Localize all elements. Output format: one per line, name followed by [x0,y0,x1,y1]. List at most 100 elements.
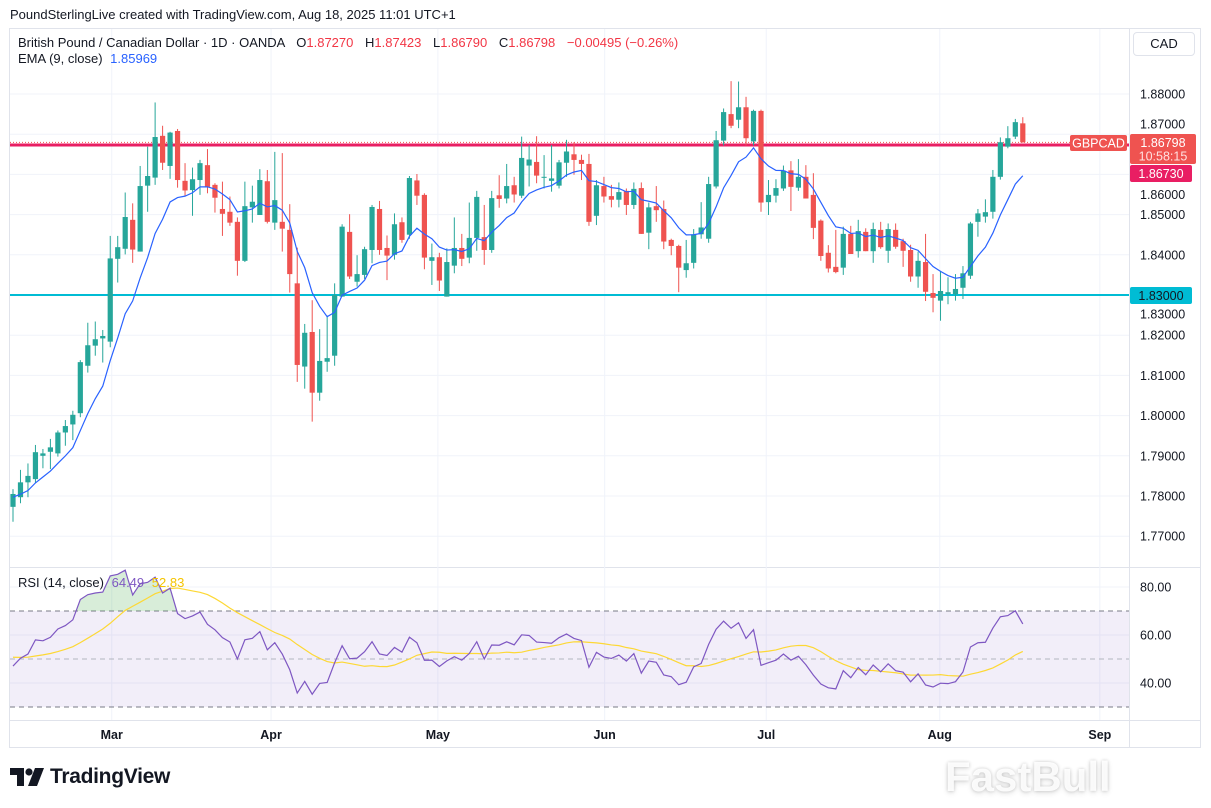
candle-down [160,135,166,163]
candle-down [638,188,644,234]
open-value: 1.87270 [306,35,354,50]
candle-up [429,257,435,261]
time-axis[interactable]: Mar Apr May Jun Jul Aug Sep [101,728,1112,742]
candle-down [728,114,734,126]
candle-up [32,452,39,480]
last-price-tag: 1.86798 [1140,136,1185,150]
price-tick-label: 1.81000 [1140,369,1185,383]
high-label: H [365,35,375,50]
candle-up [631,188,637,205]
candle-up [339,226,345,297]
rsi-tick-label: 80.00 [1140,581,1171,595]
candle-up [967,223,974,276]
rsi-ma-value: 52.83 [151,575,185,590]
candle-up [145,176,151,186]
bar-countdown: 10:58:15 [1139,150,1188,164]
price-tick-label: 1.83000 [1140,308,1185,322]
candle-up [646,207,652,233]
price-tick-label: 1.80000 [1140,409,1185,423]
time-tick-label: Mar [101,728,123,742]
candle-down [922,262,929,292]
cyan-line-tag: 1.83000 [1138,289,1183,303]
candle-down [294,283,300,365]
candle-down [1020,123,1026,143]
candle-down [930,292,936,298]
candle-up [937,290,944,301]
time-tick-label: Aug [928,728,952,742]
candle-up [332,295,338,356]
rsi-pane [10,569,1129,708]
last-price-tag-bg [1130,134,1196,164]
candle-down [586,163,592,222]
price-tick-label: 1.84000 [1140,248,1185,262]
candle-down [900,241,906,251]
candle-down [287,229,293,275]
candle-down [848,233,854,254]
candle-up [189,179,196,191]
candle-up [504,186,510,199]
ema-value: 1.85969 [110,51,158,66]
candle-down [668,239,674,246]
candle-down [219,208,226,214]
candle-up [960,273,966,288]
symbol-title[interactable]: British Pound / Canadian Dollar · 1D · O… [18,35,285,50]
candle-down [414,180,420,196]
price-tick-label: 1.78000 [1140,490,1185,504]
price-tick-label: 1.86000 [1140,188,1185,202]
candle-down [810,194,816,228]
tradingview-logo-icon [10,768,44,786]
candle-up [354,274,360,282]
candle-up [249,201,255,208]
candle-up [70,414,76,425]
rsi-value: 64.49 [111,575,145,590]
tradingview-logo-text: TradingView [50,765,171,788]
candle-up [122,217,128,249]
symbol-legend: British Pound / Canadian Dollar · 1D · O… [18,35,678,50]
candle-up [361,249,368,275]
price-tick-label: 1.77000 [1140,530,1185,544]
candle-up [593,185,600,216]
candle-up [750,110,757,142]
ema-polyline [12,146,1024,498]
candle-down [182,180,188,191]
candle-up [541,176,547,178]
tradingview-logo[interactable]: TradingView [10,765,170,789]
candle-down [908,249,914,277]
candle-down [376,208,383,250]
ema-label[interactable]: EMA (9, close) [18,51,103,66]
candle-up [85,345,91,366]
candle-down [511,185,517,195]
time-tick-label: May [426,728,450,742]
candle-down [571,154,577,160]
price-axis[interactable]: 1.88000 1.87000 1.86000 1.85000 1.84000 1.830… [1140,88,1185,691]
candle-up [713,140,719,187]
rsi-overbought-fill [13,570,1023,611]
chart-caption: PoundSterlingLive created with TradingVi… [10,7,456,22]
open-label: O [296,35,307,50]
candle-up [997,142,1003,177]
candle-up [40,453,46,456]
time-tick-label: Jul [757,728,775,742]
candle-up [257,180,263,216]
candle-down [459,247,465,259]
currency-button[interactable]: CAD [1133,32,1195,56]
candle-up [840,233,846,268]
candle-up [17,482,24,498]
rsi-line [12,569,1024,696]
candle-up [691,234,697,263]
candle-down [803,176,809,199]
candle-down [818,220,824,257]
symbol-tag: GBPCAD [1072,137,1125,151]
candle-up [952,288,959,295]
candle-up [885,229,891,251]
candle-down [481,237,487,250]
rsi-label[interactable]: RSI (14, close) [18,575,104,590]
candle-up [272,200,278,223]
candle-up [795,176,801,188]
candle-down [234,221,240,261]
candle-up [735,107,742,120]
price-tags: GBPCAD 1.86798 10:58:15 1.86730 1.83000 [1070,134,1196,304]
candle-up [197,163,203,181]
candle-down [608,196,614,200]
